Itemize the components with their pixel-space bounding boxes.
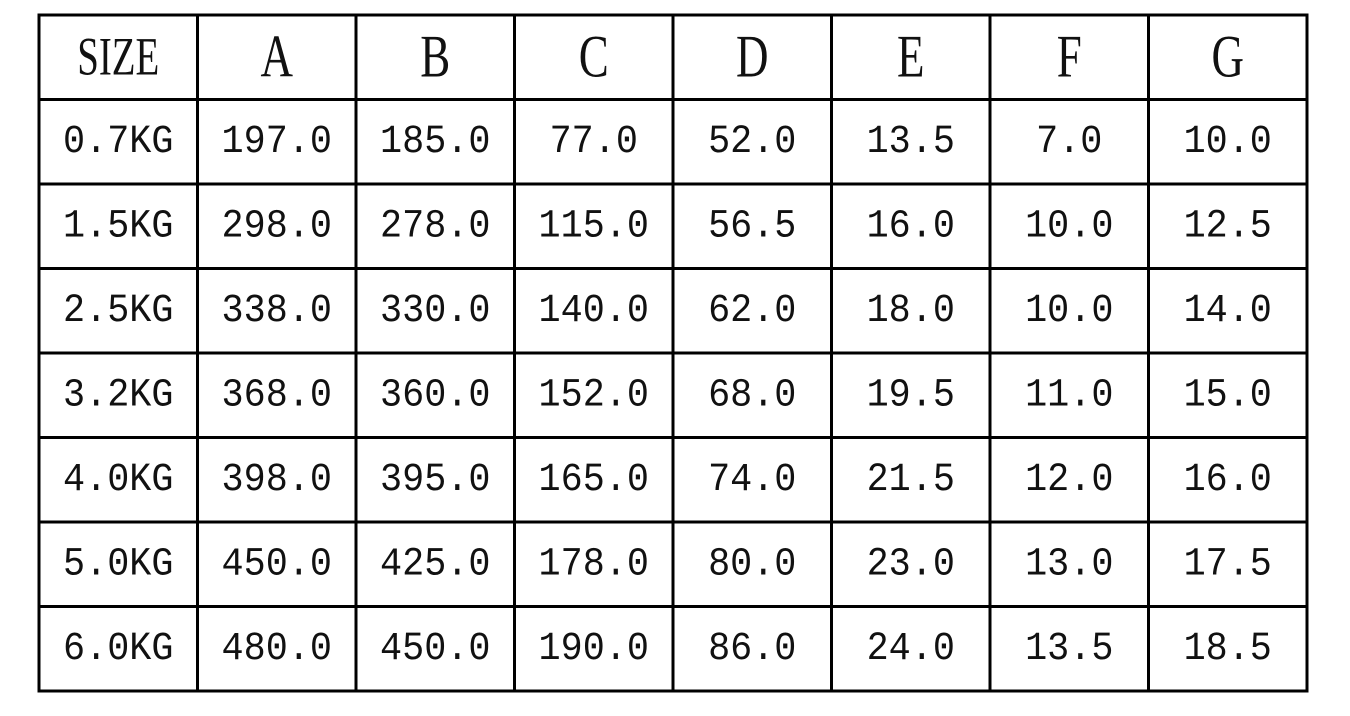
value-cell: 190.0 (539, 626, 649, 672)
header-cell: F (1057, 24, 1082, 90)
header-cell: E (897, 24, 924, 90)
value-cell: 480.0 (222, 626, 332, 672)
value-cell: 80.0 (708, 541, 796, 587)
value-cell: 12.0 (1025, 457, 1113, 503)
value-cell: 197.0 (222, 119, 332, 165)
value-cell: 74.0 (708, 457, 796, 503)
value-cell: 298.0 (222, 203, 332, 249)
value-cell: 13.0 (1025, 541, 1113, 587)
value-cell: 10.0 (1184, 119, 1272, 165)
size-cell: 0.7KG (63, 119, 173, 165)
value-cell: 12.5 (1184, 203, 1272, 249)
size-cell: 5.0KG (63, 541, 173, 587)
value-cell: 360.0 (380, 372, 490, 418)
size-cell: 2.5KG (63, 288, 173, 334)
header-cell: SIZE (77, 27, 159, 87)
value-cell: 13.5 (1025, 626, 1113, 672)
value-cell: 18.5 (1184, 626, 1272, 672)
value-cell: 16.0 (867, 203, 955, 249)
size-cell: 6.0KG (63, 626, 173, 672)
value-cell: 115.0 (539, 203, 649, 249)
value-cell: 18.0 (867, 288, 955, 334)
value-cell: 368.0 (222, 372, 332, 418)
value-cell: 152.0 (539, 372, 649, 418)
value-cell: 165.0 (539, 457, 649, 503)
value-cell: 86.0 (708, 626, 796, 672)
value-cell: 68.0 (708, 372, 796, 418)
size-cell: 3.2KG (63, 372, 173, 418)
value-cell: 77.0 (550, 119, 638, 165)
value-cell: 338.0 (222, 288, 332, 334)
value-cell: 450.0 (380, 626, 490, 672)
value-cell: 395.0 (380, 457, 490, 503)
header-cell: B (420, 24, 450, 90)
value-cell: 15.0 (1184, 372, 1272, 418)
value-cell: 185.0 (380, 119, 490, 165)
value-cell: 278.0 (380, 203, 490, 249)
value-cell: 19.5 (867, 372, 955, 418)
value-cell: 13.5 (867, 119, 955, 165)
value-cell: 16.0 (1184, 457, 1272, 503)
value-cell: 425.0 (380, 541, 490, 587)
size-cell: 1.5KG (63, 203, 173, 249)
value-cell: 11.0 (1025, 372, 1113, 418)
header-cell: D (736, 24, 768, 90)
value-cell: 398.0 (222, 457, 332, 503)
value-cell: 56.5 (708, 203, 796, 249)
value-cell: 10.0 (1025, 203, 1113, 249)
value-cell: 14.0 (1184, 288, 1272, 334)
value-cell: 7.0 (1036, 119, 1102, 165)
size-cell: 4.0KG (63, 457, 173, 503)
header-cell: G (1212, 24, 1244, 90)
header-cell: C (579, 24, 609, 90)
value-cell: 17.5 (1184, 541, 1272, 587)
value-cell: 450.0 (222, 541, 332, 587)
value-cell: 21.5 (867, 457, 955, 503)
value-cell: 52.0 (708, 119, 796, 165)
value-cell: 62.0 (708, 288, 796, 334)
value-cell: 23.0 (867, 541, 955, 587)
header-cell: A (261, 24, 293, 90)
value-cell: 140.0 (539, 288, 649, 334)
value-cell: 178.0 (539, 541, 649, 587)
value-cell: 330.0 (380, 288, 490, 334)
value-cell: 10.0 (1025, 288, 1113, 334)
value-cell: 24.0 (867, 626, 955, 672)
